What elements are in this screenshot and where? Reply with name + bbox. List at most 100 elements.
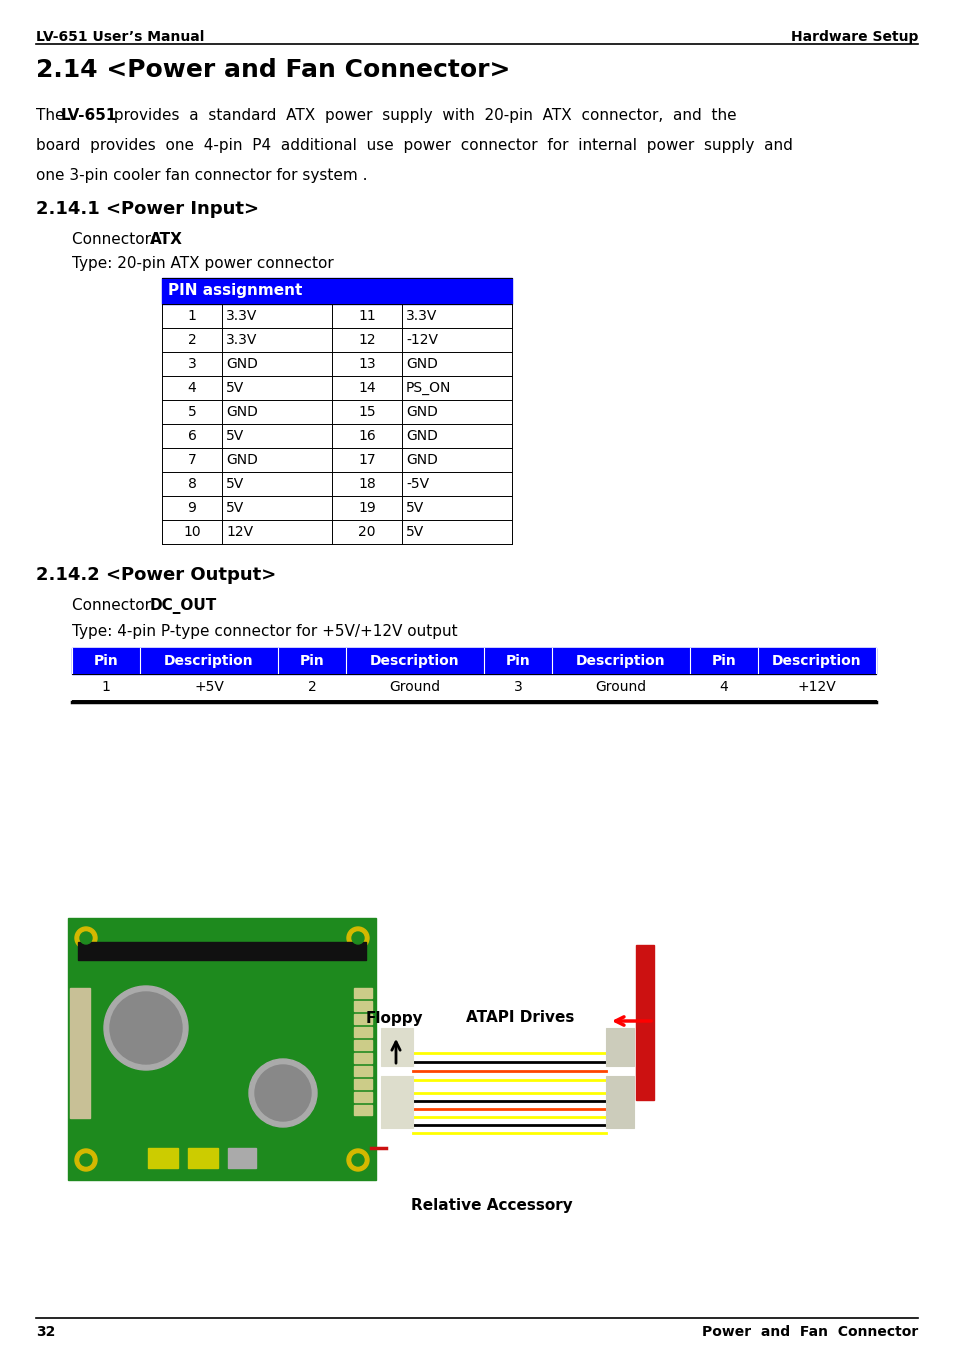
- Bar: [148, 1148, 178, 1168]
- Text: PS_ON: PS_ON: [406, 381, 451, 395]
- Text: Connector:: Connector:: [71, 598, 161, 612]
- Text: Pin: Pin: [93, 654, 118, 668]
- Text: 3.3V: 3.3V: [226, 310, 257, 323]
- Bar: [636, 945, 654, 1101]
- Text: 14: 14: [357, 381, 375, 395]
- Text: one 3-pin cooler fan connector for system .: one 3-pin cooler fan connector for syste…: [36, 168, 367, 183]
- Text: Relative Accessory: Relative Accessory: [411, 1198, 572, 1213]
- Text: Pin: Pin: [299, 654, 324, 668]
- Text: -12V: -12V: [406, 333, 437, 347]
- Bar: [354, 1040, 372, 1051]
- Text: Ground: Ground: [595, 680, 646, 694]
- Bar: [354, 1028, 372, 1037]
- Text: 6: 6: [188, 429, 196, 443]
- Circle shape: [249, 1059, 316, 1128]
- Bar: [605, 1076, 634, 1128]
- Circle shape: [75, 927, 97, 949]
- Text: DC_OUT: DC_OUT: [150, 598, 217, 614]
- Text: LV-651 User’s Manual: LV-651 User’s Manual: [36, 30, 204, 45]
- Text: ATAPI Drives: ATAPI Drives: [465, 1010, 574, 1025]
- Text: 4: 4: [188, 381, 196, 395]
- Text: LV-651: LV-651: [61, 108, 117, 123]
- Text: -5V: -5V: [406, 477, 429, 491]
- Text: Description: Description: [771, 654, 861, 668]
- Text: GND: GND: [406, 453, 437, 466]
- Text: 3: 3: [513, 680, 522, 694]
- Bar: [228, 1148, 255, 1168]
- Text: 3.3V: 3.3V: [406, 310, 436, 323]
- Text: 15: 15: [357, 406, 375, 419]
- Text: 3: 3: [188, 357, 196, 370]
- Text: GND: GND: [406, 406, 437, 419]
- Bar: [68, 918, 375, 1180]
- Circle shape: [347, 1149, 369, 1171]
- Text: 5V: 5V: [226, 381, 244, 395]
- Text: Description: Description: [164, 654, 253, 668]
- Text: Description: Description: [370, 654, 459, 668]
- Text: 1: 1: [101, 680, 111, 694]
- Bar: [354, 1053, 372, 1063]
- Bar: [354, 1065, 372, 1076]
- Text: 2.14 <Power and Fan Connector>: 2.14 <Power and Fan Connector>: [36, 58, 510, 82]
- Bar: [354, 1092, 372, 1102]
- Text: 2.14.1 <Power Input>: 2.14.1 <Power Input>: [36, 200, 258, 218]
- Text: 19: 19: [357, 502, 375, 515]
- Circle shape: [80, 932, 91, 944]
- Text: +5V: +5V: [193, 680, 224, 694]
- Text: Type: 20-pin ATX power connector: Type: 20-pin ATX power connector: [71, 256, 334, 270]
- Text: 5V: 5V: [406, 525, 424, 539]
- Text: 12V: 12V: [226, 525, 253, 539]
- Bar: [71, 648, 875, 675]
- Text: +12V: +12V: [797, 680, 836, 694]
- Text: Hardware Setup: Hardware Setup: [790, 30, 917, 45]
- Text: The: The: [36, 108, 70, 123]
- Text: GND: GND: [226, 357, 257, 370]
- Text: 3.3V: 3.3V: [226, 333, 257, 347]
- Text: 9: 9: [188, 502, 196, 515]
- Text: 11: 11: [357, 310, 375, 323]
- Text: 20: 20: [358, 525, 375, 539]
- Text: 32: 32: [36, 1325, 55, 1338]
- Circle shape: [104, 986, 188, 1069]
- Text: 8: 8: [188, 477, 196, 491]
- Circle shape: [75, 1149, 97, 1171]
- Text: 2: 2: [307, 680, 316, 694]
- Text: Floppy: Floppy: [366, 1011, 423, 1026]
- Circle shape: [352, 1155, 364, 1165]
- Bar: [380, 1028, 413, 1065]
- Text: 7: 7: [188, 453, 196, 466]
- Bar: [188, 1148, 218, 1168]
- Text: 10: 10: [183, 525, 200, 539]
- Text: 4: 4: [719, 680, 727, 694]
- Text: GND: GND: [226, 453, 257, 466]
- Circle shape: [110, 992, 182, 1064]
- Text: 12: 12: [357, 333, 375, 347]
- Bar: [354, 1079, 372, 1088]
- Bar: [70, 988, 90, 1118]
- Circle shape: [80, 1155, 91, 1165]
- Text: 5V: 5V: [406, 502, 424, 515]
- Text: board  provides  one  4-pin  P4  additional  use  power  connector  for  interna: board provides one 4-pin P4 additional u…: [36, 138, 792, 153]
- Circle shape: [254, 1065, 311, 1121]
- Bar: [354, 988, 372, 998]
- Text: provides  a  standard  ATX  power  supply  with  20-pin  ATX  connector,  and  t: provides a standard ATX power supply wit…: [109, 108, 736, 123]
- Text: 2.14.2 <Power Output>: 2.14.2 <Power Output>: [36, 566, 276, 584]
- Circle shape: [352, 932, 364, 944]
- Text: Pin: Pin: [505, 654, 530, 668]
- Bar: [354, 1014, 372, 1023]
- Text: Power  and  Fan  Connector: Power and Fan Connector: [701, 1325, 917, 1338]
- Circle shape: [347, 927, 369, 949]
- Text: 18: 18: [357, 477, 375, 491]
- Text: 5V: 5V: [226, 502, 244, 515]
- Bar: [380, 1076, 413, 1128]
- Text: Ground: Ground: [389, 680, 440, 694]
- Text: Connector:: Connector:: [71, 233, 161, 247]
- Text: 13: 13: [357, 357, 375, 370]
- Text: ATX: ATX: [150, 233, 183, 247]
- Text: GND: GND: [406, 357, 437, 370]
- Text: 5V: 5V: [226, 477, 244, 491]
- Text: Description: Description: [576, 654, 665, 668]
- Text: Pin: Pin: [711, 654, 736, 668]
- Bar: [78, 942, 366, 960]
- Text: 2: 2: [188, 333, 196, 347]
